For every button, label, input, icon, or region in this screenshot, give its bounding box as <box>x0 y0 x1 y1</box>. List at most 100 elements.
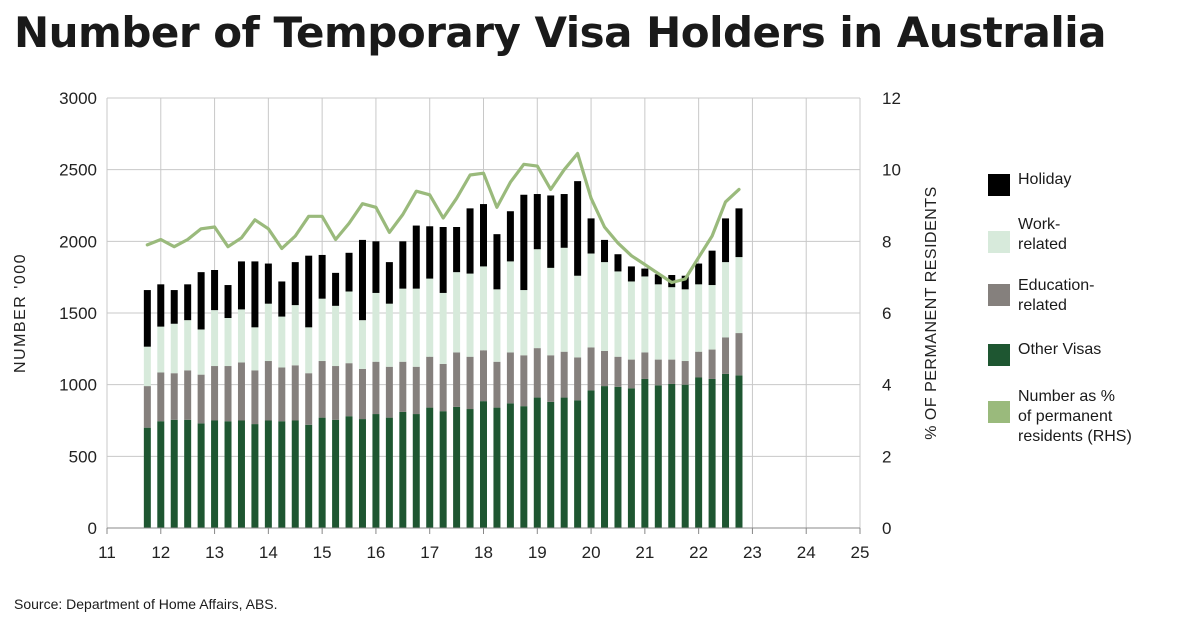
x-tick-label: 14 <box>259 543 278 562</box>
bar-education-related <box>237 362 245 421</box>
legend-swatch-other-visas <box>988 344 1010 366</box>
bar-holiday <box>493 234 501 290</box>
bar-holiday <box>601 239 609 263</box>
bar-work-related <box>480 266 487 351</box>
bar-work-related <box>466 273 474 357</box>
x-tick-label: 21 <box>635 543 654 562</box>
bar-work-related <box>197 329 205 375</box>
bar-education-related <box>426 356 434 408</box>
bar-holiday <box>681 275 689 290</box>
bar-holiday <box>654 274 662 285</box>
bar-education-related <box>614 356 622 387</box>
bar-education-related <box>372 361 380 415</box>
y2-tick-label: 4 <box>882 376 891 395</box>
bar-work-related <box>453 272 461 353</box>
x-tick-label: 12 <box>151 543 170 562</box>
bar-holiday <box>251 261 259 328</box>
bar-work-related <box>681 289 689 362</box>
bar-other-visas <box>385 417 393 528</box>
bar-work-related <box>439 292 447 364</box>
bar-work-related <box>641 276 649 353</box>
bar-other-visas <box>695 377 703 528</box>
bar-holiday <box>627 266 635 282</box>
bar-holiday <box>735 208 743 258</box>
bar-education-related <box>143 386 151 428</box>
bar-holiday <box>291 262 299 306</box>
y2-tick-label: 0 <box>882 519 891 538</box>
bar-holiday <box>439 227 447 293</box>
bar-holiday <box>533 194 541 250</box>
line-series <box>145 151 741 285</box>
bar-other-visas <box>506 403 514 528</box>
bar-education-related <box>439 363 447 412</box>
bar-holiday <box>372 241 380 293</box>
legend-swatch-work-related <box>988 231 1010 253</box>
legend-label-other-visas: Other Visas <box>1018 341 1102 358</box>
bar-holiday <box>466 208 474 274</box>
bar-work-related <box>695 284 703 352</box>
bar-education-related <box>493 361 501 408</box>
bar-other-visas <box>641 378 649 528</box>
bar-other-visas <box>439 411 447 528</box>
bar-education-related <box>197 374 205 424</box>
bar-other-visas <box>587 390 595 528</box>
x-tick-label: 13 <box>205 543 224 562</box>
bar-education-related <box>358 368 366 420</box>
bar-other-visas <box>345 416 353 528</box>
bar-holiday <box>237 261 245 310</box>
bar-holiday <box>614 254 622 272</box>
bar-work-related <box>668 287 676 360</box>
bar-other-visas <box>627 388 635 528</box>
bar-holiday <box>264 263 272 304</box>
bar-education-related <box>385 366 393 418</box>
bar-holiday <box>345 252 353 292</box>
y-tick-label: 1500 <box>59 304 97 323</box>
y2-axis-title: % OF PERMANENT RESIDENTS <box>923 186 940 440</box>
bar-education-related <box>587 347 595 391</box>
bar-work-related <box>372 292 380 362</box>
bar-education-related <box>506 352 514 404</box>
y2-tick-label: 8 <box>882 232 891 251</box>
bar-education-related <box>251 370 259 425</box>
bar-education-related <box>318 361 326 418</box>
chart-title: Number of Temporary Visa Holders in Aust… <box>14 8 1106 57</box>
percent-line <box>145 151 741 285</box>
y-tick-label: 0 <box>88 519 97 538</box>
legend-item-other-visas: Other Visas <box>988 340 1101 366</box>
bar-holiday <box>506 211 514 262</box>
legend-swatch-percent-line <box>988 401 1010 423</box>
bar-holiday <box>211 270 219 311</box>
bar-other-visas <box>426 407 434 528</box>
bar-other-visas <box>251 424 259 528</box>
bar-education-related <box>722 337 730 374</box>
bar-other-visas <box>264 420 272 528</box>
legend-swatch-education-related <box>988 284 1010 306</box>
bar-work-related <box>520 290 528 356</box>
bar-other-visas <box>708 378 716 528</box>
bar-work-related <box>385 303 393 367</box>
bar-work-related <box>305 327 313 374</box>
bar-other-visas <box>237 420 245 528</box>
bar-holiday <box>708 250 716 286</box>
bar-work-related <box>345 291 353 364</box>
bar-education-related <box>345 363 353 417</box>
bar-work-related <box>574 275 582 358</box>
x-tick-label: 24 <box>797 543 816 562</box>
bar-education-related <box>466 356 474 410</box>
bar-education-related <box>735 333 743 376</box>
bar-holiday <box>143 290 151 347</box>
bar-holiday <box>170 290 178 324</box>
bar-education-related <box>170 373 178 420</box>
bar-education-related <box>681 361 689 385</box>
y-tick-label: 500 <box>69 447 97 466</box>
bar-education-related <box>641 352 649 379</box>
bar-holiday <box>305 255 313 328</box>
bar-holiday <box>641 268 649 277</box>
bar-education-related <box>574 357 582 401</box>
bar-education-related <box>480 350 487 402</box>
x-tick-label: 16 <box>366 543 385 562</box>
legend-label-work-related: Work- related <box>1018 216 1067 253</box>
bar-work-related <box>237 309 245 363</box>
bar-work-related <box>412 288 420 367</box>
bar-education-related <box>547 355 555 402</box>
